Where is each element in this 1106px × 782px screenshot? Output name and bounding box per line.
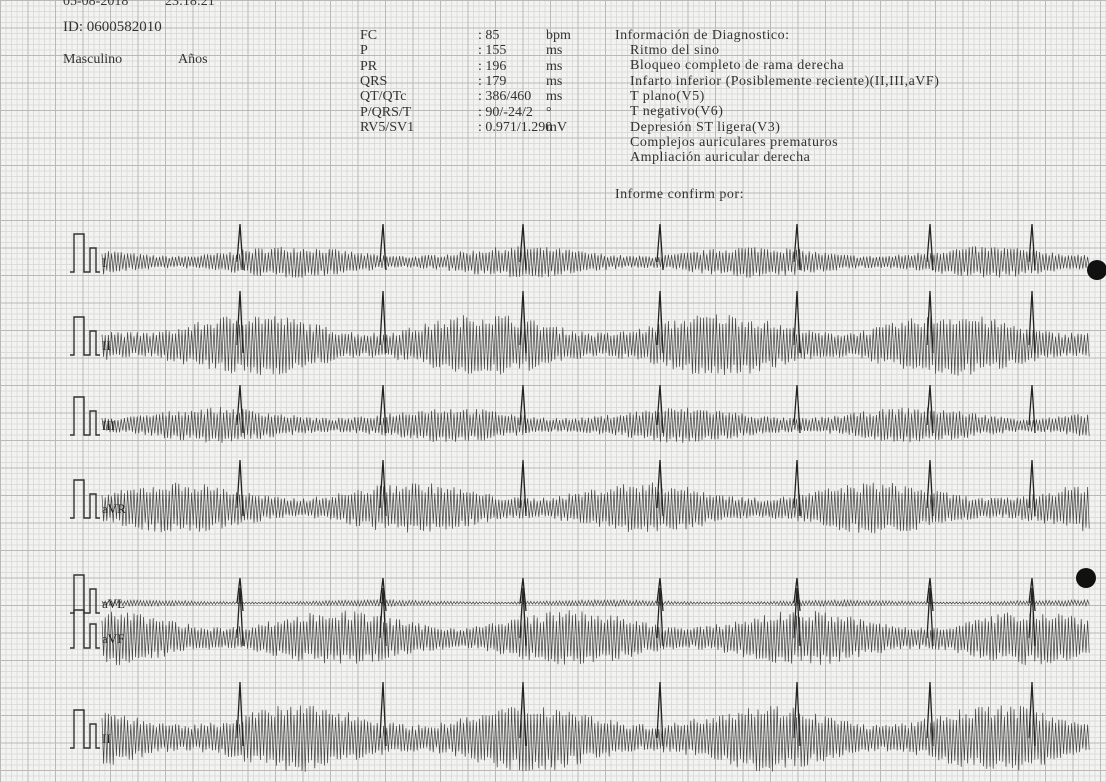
measure-unit: ms <box>546 74 562 89</box>
qrs-spike <box>1029 291 1035 353</box>
qrs-spike <box>1029 682 1035 746</box>
calibration-pulse <box>70 575 100 613</box>
qrs-spike <box>520 385 526 433</box>
qrs-spike <box>237 224 243 270</box>
diagnosis-item: Complejos auriculares prematuros <box>630 135 838 150</box>
calibration-pulse <box>70 710 100 748</box>
diagnosis-item: Ampliación auricular derecha <box>630 150 810 165</box>
measure-label: P/QRS/T <box>360 105 411 120</box>
qrs-spike <box>520 291 526 353</box>
measure-label: P <box>360 43 368 58</box>
qrs-spike <box>237 385 243 433</box>
ecg-trace <box>102 315 1089 376</box>
measure-label: FC <box>360 28 377 43</box>
calibration-pulse <box>70 480 100 518</box>
measure-value: : 85 <box>478 28 499 43</box>
ecg-trace <box>102 610 1089 665</box>
diagnosis-item: Bloqueo completo de rama derecha <box>630 58 844 73</box>
qrs-spike <box>380 224 386 270</box>
qrs-spike <box>237 460 243 516</box>
measure-label: RV5/SV1 <box>360 120 414 135</box>
diagnosis-item: Infarto inferior (Posiblemente reciente)… <box>630 74 939 89</box>
calibration-pulse <box>70 234 100 272</box>
confirm: Informe confirm por: <box>615 187 744 202</box>
measure-label: QT/QTc <box>360 89 406 104</box>
diagnosis-item: Ritmo del sino <box>630 43 719 58</box>
measure-unit: ms <box>546 43 562 58</box>
measure-value: : 179 <box>478 74 506 89</box>
measure-unit: ° <box>546 105 552 120</box>
ecg-trace <box>102 482 1089 533</box>
measure-label: QRS <box>360 74 387 89</box>
ecg-traces: IIIIIIaVRaVLaVFII <box>0 0 1106 782</box>
measure-unit: bpm <box>546 28 571 43</box>
measure-unit: ms <box>546 59 562 74</box>
measure-value: : 386/460 <box>478 89 531 104</box>
lead-label: I <box>102 255 106 270</box>
lead-label: aVR <box>102 501 126 516</box>
diagnosis-item: Depresión ST ligera(V3) <box>630 120 780 135</box>
ecg-trace <box>102 246 1089 277</box>
diagnosis-title: Información de Diagnostico: <box>615 28 789 43</box>
qrs-spike <box>794 224 800 270</box>
punch-hole <box>1076 568 1096 588</box>
measure-value: : 0.971/1.290 <box>478 120 552 135</box>
calibration-pulse <box>70 610 100 648</box>
ecg-paper: 05-08-2018 23:18:21 ID: 0600582010 Mascu… <box>0 0 1106 782</box>
qrs-spike <box>237 291 243 353</box>
qrs-spike <box>520 224 526 270</box>
lead-label: II <box>102 731 111 746</box>
measure-value: : 90/-24/2 <box>478 105 533 120</box>
lead-label: II <box>102 338 111 353</box>
lead-label: III <box>102 418 115 433</box>
diagnosis-item: T negativo(V6) <box>630 104 723 119</box>
ecg-trace <box>102 705 1089 772</box>
ecg-trace <box>102 407 1089 443</box>
ecg-trace <box>102 600 1089 606</box>
punch-hole <box>1087 260 1106 280</box>
calibration-pulse <box>70 317 100 355</box>
measure-value: : 196 <box>478 59 506 74</box>
qrs-spike <box>1029 385 1035 433</box>
measure-label: PR <box>360 59 377 74</box>
measure-unit: ms <box>546 89 562 104</box>
qrs-spike <box>520 460 526 516</box>
measure-unit: mV <box>546 120 567 135</box>
lead-label: aVF <box>102 631 124 646</box>
calibration-pulse <box>70 397 100 435</box>
lead-label: aVL <box>102 596 125 611</box>
diagnosis-item: T plano(V5) <box>630 89 705 104</box>
measure-value: : 155 <box>478 43 506 58</box>
qrs-spike <box>1029 460 1035 516</box>
